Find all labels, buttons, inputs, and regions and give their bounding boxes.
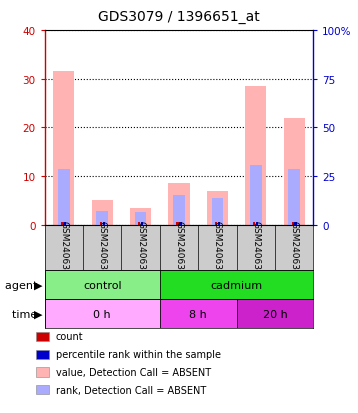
- Bar: [294, 223, 296, 225]
- Bar: [173, 196, 185, 225]
- Text: GSM240634: GSM240634: [213, 221, 222, 275]
- Bar: [138, 223, 140, 225]
- Bar: [256, 223, 258, 225]
- Bar: [176, 223, 179, 225]
- Bar: [58, 169, 70, 225]
- Bar: [53, 72, 74, 225]
- Bar: [207, 191, 228, 225]
- Bar: [160, 271, 313, 299]
- Text: 0 h: 0 h: [93, 309, 111, 319]
- Text: count: count: [56, 332, 83, 342]
- Bar: [100, 223, 102, 225]
- Text: GSM240631: GSM240631: [98, 221, 107, 275]
- Text: GSM240633: GSM240633: [174, 221, 184, 275]
- Text: GSM240636: GSM240636: [290, 221, 299, 275]
- Bar: [45, 299, 160, 328]
- Bar: [97, 211, 108, 225]
- Text: agent: agent: [5, 280, 41, 290]
- Bar: [245, 87, 266, 225]
- Bar: [135, 213, 146, 225]
- Bar: [169, 184, 189, 225]
- Bar: [250, 166, 261, 225]
- Bar: [141, 223, 143, 225]
- Bar: [92, 201, 113, 225]
- Bar: [218, 223, 220, 225]
- Bar: [237, 299, 313, 328]
- Text: rank, Detection Call = ABSENT: rank, Detection Call = ABSENT: [56, 385, 206, 395]
- Bar: [130, 208, 151, 225]
- Bar: [288, 169, 300, 225]
- Bar: [45, 271, 160, 299]
- Text: cadmium: cadmium: [211, 280, 263, 290]
- Text: percentile rank within the sample: percentile rank within the sample: [56, 349, 221, 359]
- Text: ▶: ▶: [34, 309, 43, 319]
- Text: GSM240630: GSM240630: [59, 221, 68, 275]
- Bar: [215, 223, 217, 225]
- Text: value, Detection Call = ABSENT: value, Detection Call = ABSENT: [56, 367, 211, 377]
- Bar: [291, 223, 294, 225]
- Text: time: time: [13, 309, 41, 319]
- Text: ▶: ▶: [34, 280, 43, 290]
- Bar: [212, 198, 223, 225]
- Bar: [179, 223, 182, 225]
- Bar: [284, 118, 305, 225]
- Bar: [64, 223, 67, 225]
- Bar: [102, 223, 105, 225]
- Text: GSM240635: GSM240635: [251, 221, 260, 275]
- Bar: [253, 223, 256, 225]
- Text: control: control: [83, 280, 122, 290]
- Text: GSM240632: GSM240632: [136, 221, 145, 275]
- Text: 8 h: 8 h: [189, 309, 207, 319]
- Bar: [62, 223, 64, 225]
- Bar: [160, 299, 237, 328]
- Text: 20 h: 20 h: [262, 309, 287, 319]
- Text: GDS3079 / 1396651_at: GDS3079 / 1396651_at: [98, 10, 260, 24]
